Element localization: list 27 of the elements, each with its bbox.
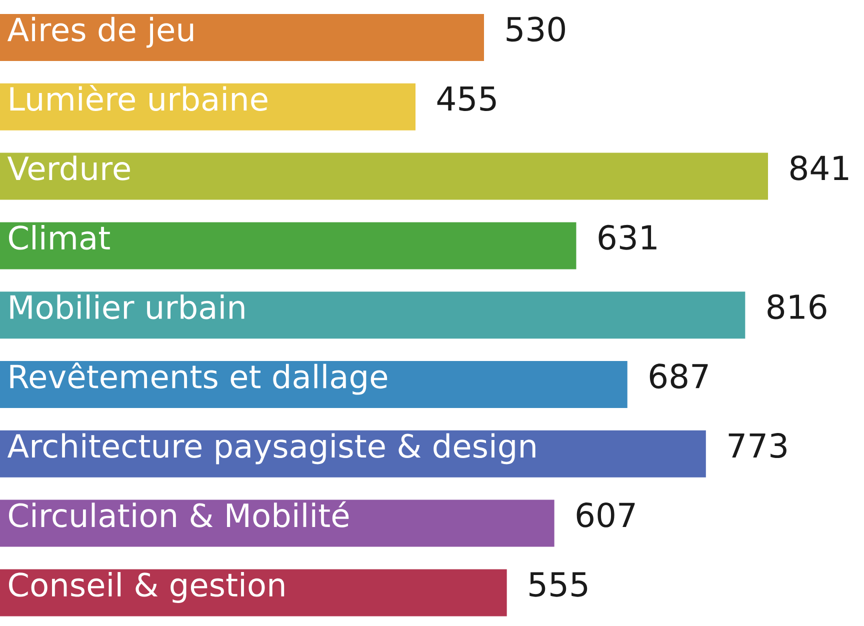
data-label: 530 (506, 16, 565, 42)
data-label: 555 (530, 572, 588, 597)
y-tick-label: Lumière urbaine (10, 84, 268, 112)
bar (0, 430, 706, 478)
y-tick-label: Mobilier urbain (10, 294, 244, 320)
y-tick-label: Aires de jeu (7, 16, 194, 48)
bar (0, 361, 628, 408)
y-tick-label: Conseil & gestion (9, 572, 284, 604)
data-label: 455 (437, 86, 496, 112)
y-tick-label: Revêtements et dallage (10, 362, 388, 395)
bar (0, 83, 416, 130)
bar (0, 569, 507, 616)
bar (0, 292, 746, 339)
y-tick-label: Verdure (7, 156, 130, 180)
data-label: 773 (728, 433, 786, 458)
bar (0, 222, 576, 270)
y-tick-label: Architecture paysagiste & design (7, 433, 536, 464)
data-label: 841 (790, 155, 848, 180)
bar (0, 500, 554, 547)
data-label: 816 (768, 294, 826, 320)
data-label: 687 (650, 364, 708, 389)
y-tick-label: Climat (9, 225, 110, 250)
data-label: 631 (598, 224, 656, 250)
bar (0, 152, 768, 200)
data-label: 607 (576, 502, 635, 528)
bar (0, 14, 484, 61)
y-tick-label: Circulation & Mobilité (9, 501, 349, 528)
